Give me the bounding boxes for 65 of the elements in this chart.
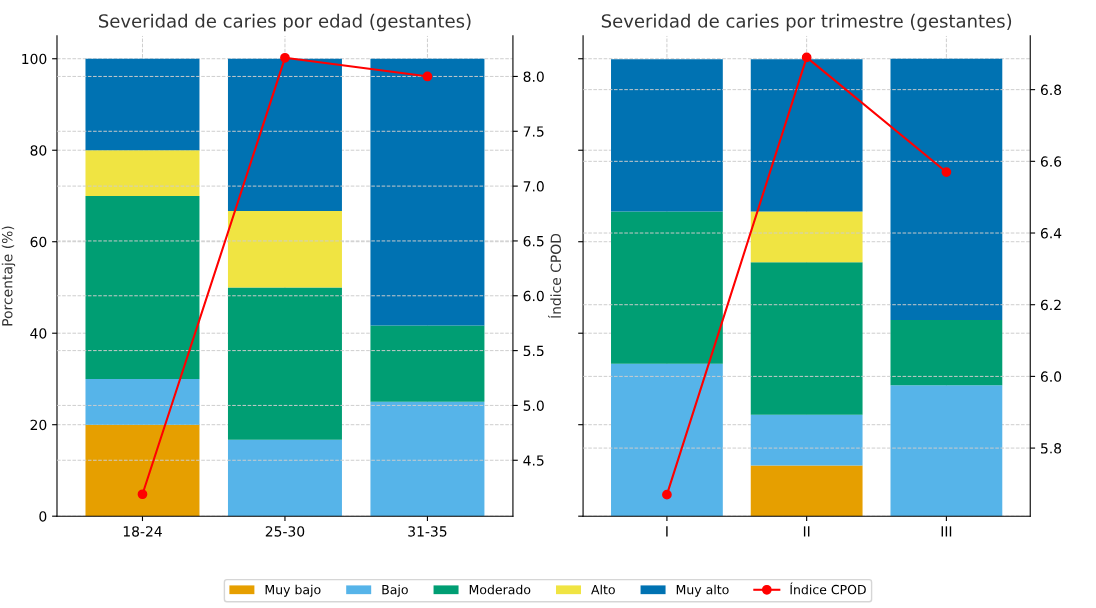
y2-tick-label: 5.5 [523, 345, 544, 357]
legend-label: Alto [591, 584, 615, 595]
text: 6.8 [1040, 84, 1062, 96]
bar [370, 58, 485, 326]
text: 6.6 [1040, 156, 1062, 167]
x-tick-label: III [941, 526, 952, 537]
x-tick-label: 18-24 [123, 526, 162, 537]
bar [750, 211, 863, 263]
text: 5.8 [1041, 443, 1062, 454]
y2-tick-label: 6.0 [523, 290, 544, 302]
bar [227, 287, 342, 440]
text: 6.0 [1040, 371, 1062, 382]
legend-label: Moderado [469, 584, 531, 595]
bar [85, 378, 200, 425]
point [662, 489, 672, 500]
bar [85, 150, 200, 196]
y2-tick-label: 6.5 [523, 235, 544, 247]
x-tick-label: I [666, 526, 668, 537]
bar [85, 424, 200, 517]
bar [890, 385, 1003, 517]
bar [370, 401, 485, 517]
bar [85, 58, 200, 151]
point [137, 489, 148, 500]
x-tick-label: 25-30 [265, 526, 305, 537]
bar [750, 262, 863, 415]
y2-tick-label: 4.5 [523, 455, 544, 466]
bar [85, 195, 200, 379]
y-tick-label: 0 [39, 511, 47, 522]
text: 6.2 [1040, 299, 1061, 311]
bar [750, 59, 863, 212]
legend-label: Índice CPOD [790, 582, 866, 595]
legend-label: Muy alto [676, 584, 729, 597]
chart-title: Severidad de caries por edad (gestantes) [99, 13, 471, 32]
bar [750, 465, 863, 517]
bar [227, 58, 342, 212]
y2-tick-label: 8.0 [523, 71, 544, 82]
point [801, 52, 812, 63]
y-tick-label: 80 [30, 145, 47, 156]
text: 6.4 [1040, 227, 1062, 239]
bar [227, 439, 342, 517]
y2-tick-label: 7.5 [523, 126, 544, 137]
y-tick-label: 60 [30, 236, 47, 248]
bar [890, 319, 1003, 386]
legend-label: Muy bajo [265, 584, 321, 597]
bar [890, 58, 1003, 320]
x-tick-label: II [803, 526, 810, 537]
y-tick-label: 100 [22, 53, 47, 65]
chart-title: Severidad de caries por trimestre (gestantes) [601, 13, 1012, 32]
bar [227, 211, 342, 288]
point [280, 52, 290, 63]
point [422, 71, 433, 82]
bar [611, 211, 723, 364]
bar [611, 363, 723, 517]
bar [611, 59, 723, 212]
y2-axis-title: Índice CPOD [548, 233, 562, 318]
y2-tick-label: 5.0 [523, 400, 544, 411]
y-tick-label: 40 [30, 328, 47, 339]
y-tick-label: 20 [30, 419, 47, 431]
bar [750, 414, 863, 466]
x-tick-label: 31-35 [408, 526, 447, 537]
y2-tick-label: 7.0 [523, 181, 544, 192]
point [941, 167, 952, 177]
y-axis-title: Porcentaje (%) [1, 226, 16, 326]
bar [370, 325, 485, 402]
legend-label: Bajo [382, 584, 408, 597]
